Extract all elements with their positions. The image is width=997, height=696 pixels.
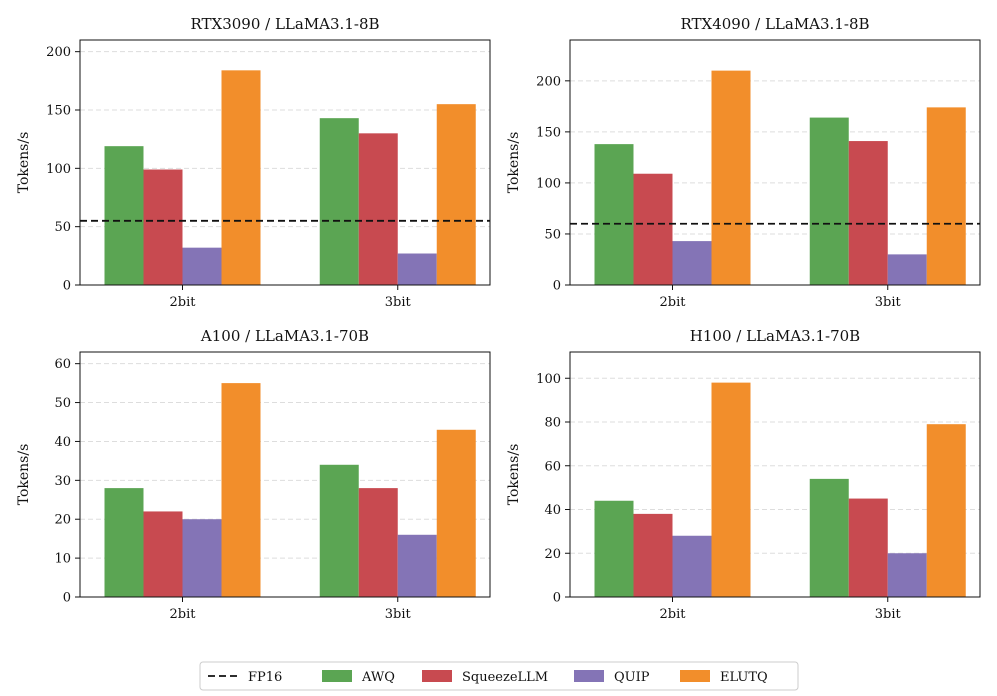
- bar-awq-3bit: [809, 478, 849, 597]
- bar-quip-2bit: [672, 241, 712, 285]
- y-tick-label: 0: [63, 591, 71, 606]
- bar-elutq-3bit: [436, 429, 476, 597]
- x-tick-label: 2bit: [660, 607, 687, 622]
- bar-quip-2bit: [182, 247, 222, 285]
- bar-elutq-2bit: [221, 70, 261, 285]
- bar-quip-2bit: [182, 519, 222, 597]
- y-tick-label: 60: [544, 459, 561, 474]
- y-axis-label: Tokens/s: [506, 132, 522, 194]
- legend-item-awq: AWQ: [322, 670, 395, 685]
- chart-panel-3: 0 10 20 30 40 50 60 2bit 3bit A100 / LLaMA3.1-70B…: [16, 327, 491, 622]
- plot-frame: [79, 351, 491, 598]
- chart-panel-1: 0 50 100 150 200 2bit 3bit RTX3090 / LLaMA3.1-8…: [16, 15, 491, 310]
- y-tick-label: 0: [553, 591, 561, 606]
- bar-awq-3bit: [319, 464, 359, 597]
- x-tick-label: 3bit: [385, 607, 412, 622]
- plot-frame: [569, 351, 981, 598]
- y-tick-label: 150: [536, 125, 561, 140]
- bar-squeezellm-3bit: [848, 141, 888, 285]
- chart-panel-4: 0 20 40 60 80 100 2bit 3bit H100 / LLaMA3.1-70B T…: [506, 327, 981, 622]
- y-tick-label: 100: [46, 162, 71, 177]
- bar-elutq-2bit: [221, 383, 261, 597]
- bar-awq-2bit: [594, 500, 634, 597]
- bar-elutq-2bit: [711, 70, 751, 285]
- legend-swatch: [322, 670, 352, 682]
- legend-item-elutq: ELUTQ: [680, 670, 768, 685]
- chart-title: H100 / LLaMA3.1-70B: [690, 327, 860, 345]
- bar-quip-2bit: [672, 535, 712, 597]
- y-tick-label: 20: [54, 513, 71, 528]
- y-tick-label: 200: [46, 45, 71, 60]
- legend-label: SqueezeLLM: [462, 670, 548, 685]
- legend: FP16 AWQ SqueezeLLM QUIP ELUTQ: [199, 661, 799, 691]
- chart-title: A100 / LLaMA3.1-70B: [200, 327, 369, 345]
- bar-quip-3bit: [887, 254, 927, 285]
- x-tick-label: 2bit: [170, 295, 197, 310]
- y-tick-label: 30: [54, 474, 71, 489]
- legend-label: ELUTQ: [720, 670, 768, 685]
- legend-swatch: [680, 670, 710, 682]
- legend-frame: [199, 661, 799, 691]
- bar-awq-2bit: [594, 144, 634, 285]
- chart-title: RTX3090 / LLaMA3.1-8B: [190, 15, 379, 33]
- bar-squeezellm-2bit: [143, 511, 183, 597]
- legend-label: FP16: [248, 670, 282, 685]
- chart-title: RTX4090 / LLaMA3.1-8B: [680, 15, 869, 33]
- bar-squeezellm-2bit: [633, 173, 673, 285]
- bar-elutq-3bit: [926, 424, 966, 597]
- plot-frame: [569, 39, 981, 286]
- bar-elutq-3bit: [926, 107, 966, 285]
- y-tick-label: 40: [544, 503, 561, 518]
- legend-label: QUIP: [614, 670, 650, 685]
- bar-awq-3bit: [809, 117, 849, 285]
- y-tick-label: 60: [54, 357, 71, 372]
- legend-item-squeezellm: SqueezeLLM: [422, 670, 548, 685]
- bar-squeezellm-2bit: [633, 513, 673, 597]
- bar-squeezellm-2bit: [143, 169, 183, 285]
- bar-quip-3bit: [887, 553, 927, 597]
- y-axis-label: Tokens/s: [16, 444, 32, 506]
- y-axis-label: Tokens/s: [506, 444, 522, 506]
- y-tick-label: 10: [54, 552, 71, 567]
- y-tick-label: 200: [536, 74, 561, 89]
- bar-quip-3bit: [397, 534, 437, 597]
- plot-frame: [79, 39, 491, 286]
- legend-item-fp16: FP16: [208, 670, 282, 685]
- bar-squeezellm-3bit: [358, 133, 398, 285]
- y-tick-label: 0: [553, 279, 561, 294]
- chart-panel-2: 0 50 100 150 200 2bit 3bit RTX4090 / LLaMA3.1-8…: [506, 15, 981, 310]
- y-tick-label: 80: [544, 416, 561, 431]
- bar-awq-2bit: [104, 488, 144, 597]
- y-tick-label: 150: [46, 104, 71, 119]
- y-tick-label: 50: [54, 220, 71, 235]
- y-tick-label: 0: [63, 279, 71, 294]
- bar-quip-3bit: [397, 253, 437, 285]
- bar-awq-2bit: [104, 146, 144, 285]
- y-tick-label: 100: [536, 372, 561, 387]
- y-axis-label: Tokens/s: [16, 132, 32, 194]
- legend-item-quip: QUIP: [574, 670, 650, 685]
- x-tick-label: 2bit: [170, 607, 197, 622]
- y-tick-label: 50: [54, 396, 71, 411]
- legend-swatch: [574, 670, 604, 682]
- y-tick-label: 100: [536, 176, 561, 191]
- legend-swatch: [422, 670, 452, 682]
- legend-label: AWQ: [361, 670, 395, 685]
- bar-awq-3bit: [319, 118, 359, 286]
- bar-squeezellm-3bit: [848, 498, 888, 597]
- x-tick-label: 3bit: [385, 295, 412, 310]
- x-tick-label: 3bit: [875, 295, 902, 310]
- bar-elutq-2bit: [711, 382, 751, 597]
- bar-elutq-3bit: [436, 104, 476, 286]
- x-tick-label: 2bit: [660, 295, 687, 310]
- y-tick-label: 20: [544, 547, 561, 562]
- y-tick-label: 50: [544, 227, 561, 242]
- x-tick-label: 3bit: [875, 607, 902, 622]
- y-tick-label: 40: [54, 435, 71, 450]
- bar-squeezellm-3bit: [358, 488, 398, 597]
